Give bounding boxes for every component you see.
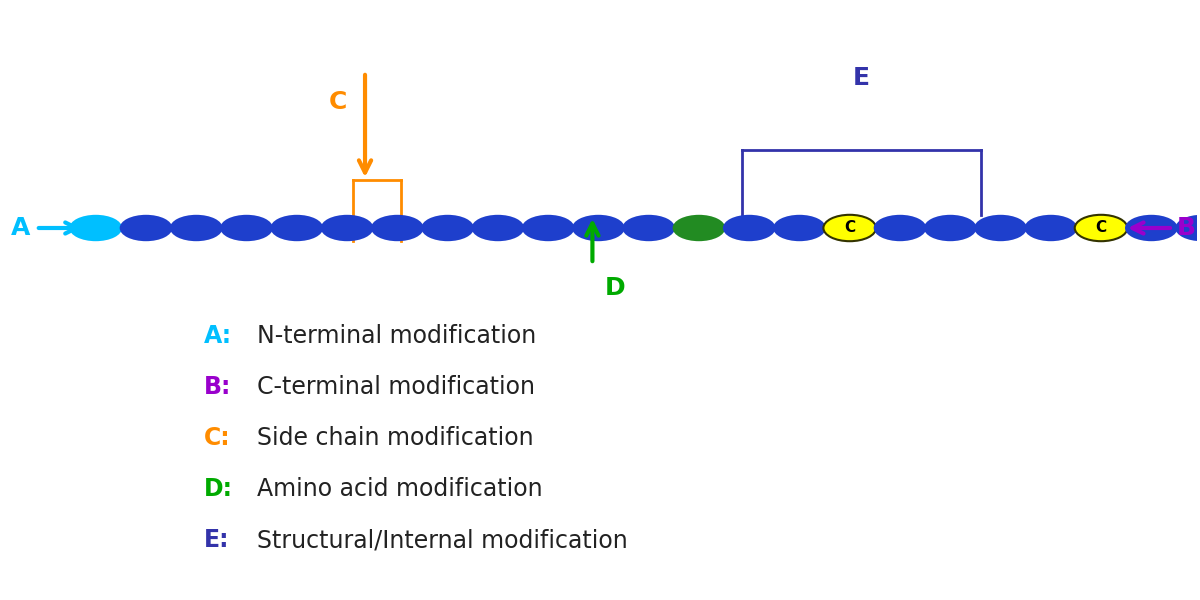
- Circle shape: [924, 215, 977, 241]
- Text: D: D: [605, 276, 625, 300]
- Circle shape: [974, 215, 1027, 241]
- Text: E: E: [853, 66, 870, 90]
- Text: N-terminal modification: N-terminal modification: [257, 324, 536, 348]
- Circle shape: [874, 215, 926, 241]
- Text: C: C: [844, 220, 856, 235]
- Circle shape: [1175, 215, 1200, 241]
- Circle shape: [522, 215, 575, 241]
- Text: C: C: [329, 90, 347, 114]
- Circle shape: [371, 215, 424, 241]
- Circle shape: [673, 215, 725, 241]
- Circle shape: [270, 215, 323, 241]
- Circle shape: [320, 215, 373, 241]
- Text: Amino acid modification: Amino acid modification: [257, 477, 542, 501]
- Text: B: B: [1176, 216, 1195, 240]
- Circle shape: [221, 215, 272, 241]
- Circle shape: [773, 215, 826, 241]
- Text: C-terminal modification: C-terminal modification: [257, 375, 535, 399]
- Text: Structural/Internal modification: Structural/Internal modification: [257, 528, 628, 552]
- Circle shape: [170, 215, 223, 241]
- Text: B:: B:: [204, 375, 230, 399]
- Circle shape: [1126, 215, 1177, 241]
- Text: C:: C:: [204, 426, 230, 450]
- Circle shape: [70, 215, 122, 241]
- Circle shape: [623, 215, 676, 241]
- Circle shape: [1025, 215, 1078, 241]
- Text: A:: A:: [204, 324, 232, 348]
- Text: C: C: [1096, 220, 1106, 235]
- Text: Side chain modification: Side chain modification: [257, 426, 534, 450]
- Circle shape: [120, 215, 173, 241]
- Circle shape: [823, 215, 876, 241]
- Circle shape: [1075, 215, 1127, 241]
- Circle shape: [421, 215, 474, 241]
- Circle shape: [472, 215, 524, 241]
- Text: D:: D:: [204, 477, 233, 501]
- Text: E:: E:: [204, 528, 229, 552]
- Circle shape: [572, 215, 625, 241]
- Text: A: A: [11, 216, 30, 240]
- Circle shape: [722, 215, 775, 241]
